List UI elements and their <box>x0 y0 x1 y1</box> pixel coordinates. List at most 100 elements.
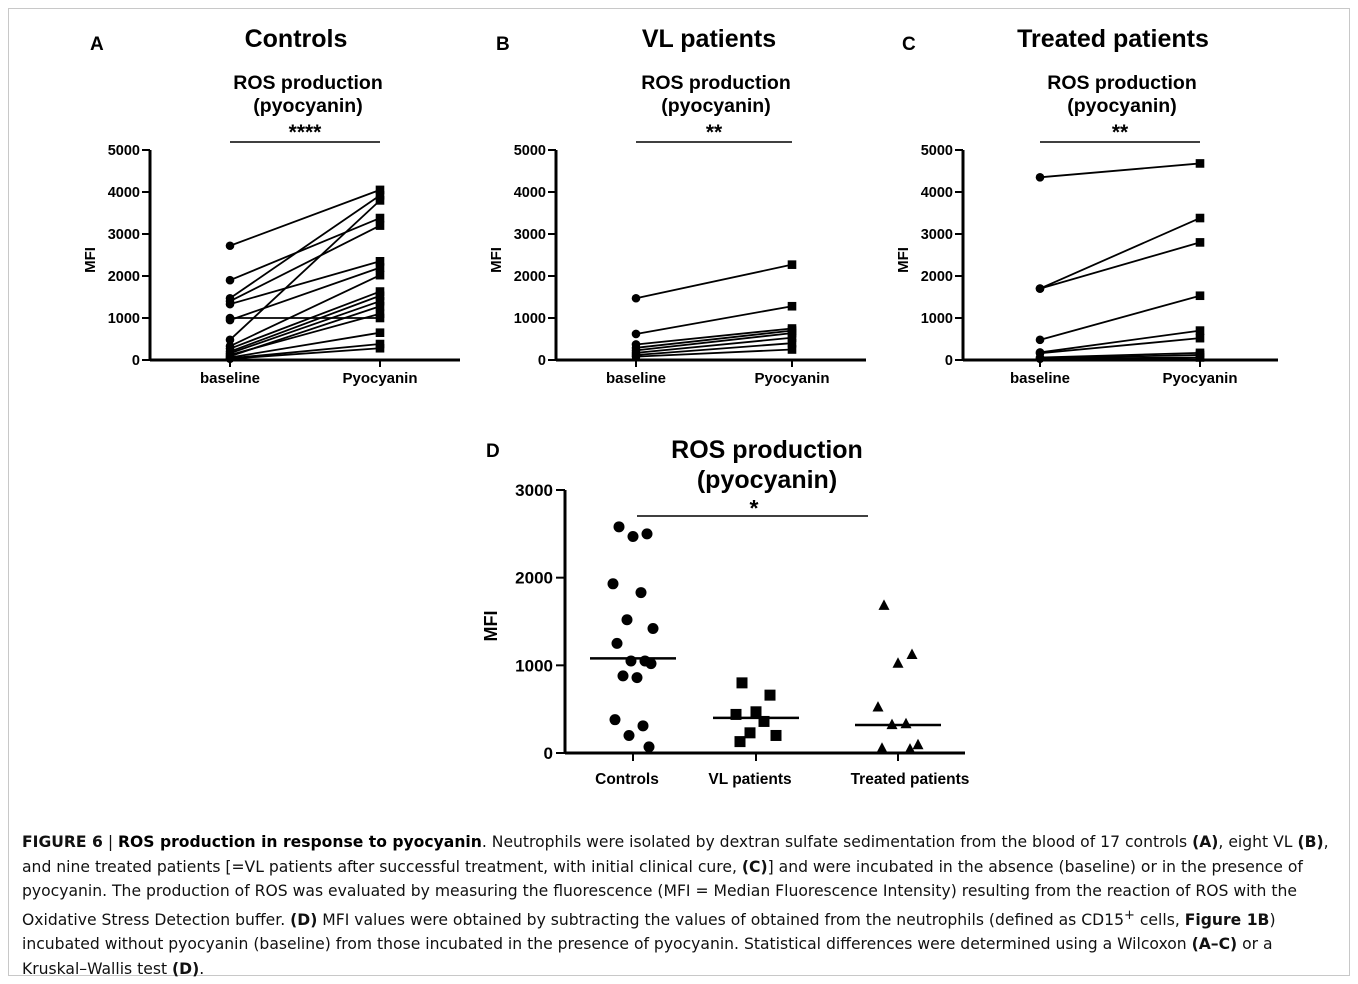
x-tick-label: baseline <box>1010 370 1070 387</box>
triangle-point <box>886 718 898 730</box>
y-tick-label: 5000 <box>921 143 953 159</box>
pyocyanin-point <box>787 345 797 354</box>
caption-segment: . <box>199 959 205 978</box>
panel-letter: C <box>902 34 916 55</box>
x-tick-label: Controls <box>595 771 659 788</box>
pyocyanin-point <box>787 260 797 269</box>
square-point <box>736 677 748 689</box>
significance-label: ** <box>706 121 723 144</box>
triangle-point <box>912 738 924 750</box>
paired-line <box>1039 241 1201 290</box>
panel-letter: D <box>486 441 500 462</box>
paired-line <box>229 305 381 358</box>
panel-c-chart: C Treated patients ROS production (pyocyani… <box>895 25 1278 387</box>
paired-line <box>229 199 381 341</box>
y-tick-label: 5000 <box>108 143 140 159</box>
circle-point <box>607 578 619 590</box>
pyocyanin-point <box>375 185 385 195</box>
circle-point <box>623 729 635 741</box>
caption-segment: , eight VL <box>1218 833 1298 851</box>
pyocyanin-point <box>1195 238 1205 247</box>
pyocyanin-point <box>787 333 797 343</box>
pyocyanin-point <box>1195 333 1205 343</box>
paired-line <box>635 332 793 352</box>
y-tick-label: 1000 <box>108 311 140 327</box>
x-tick-label: Pyocyanin <box>1162 370 1237 387</box>
x-tick-label: baseline <box>606 370 666 387</box>
square-point <box>730 708 742 720</box>
panel-a-chart: A Controls ROS production (pyocyanin) **** 0 1… <box>82 25 460 387</box>
paired-line <box>1039 337 1201 355</box>
paired-line <box>229 260 381 306</box>
y-tick-label: 2000 <box>921 269 953 285</box>
circle-point <box>635 587 647 599</box>
y-tick-label: 3000 <box>514 227 546 243</box>
paired-line <box>1039 217 1201 290</box>
caption-segment: Figure 1B <box>1184 910 1270 929</box>
circle-point <box>647 623 659 635</box>
pyocyanin-point <box>375 328 385 337</box>
figure-frame <box>8 8 1350 976</box>
pyocyanin-point <box>1195 353 1205 362</box>
chart-title: ROS production (pyocyanin) <box>1047 72 1197 117</box>
pyocyanin-point <box>375 257 385 266</box>
circle-point <box>627 530 639 542</box>
chart-title: ROS production (pyocyanin) <box>641 72 791 117</box>
circle-point <box>643 741 655 753</box>
pyocyanin-point <box>787 328 797 338</box>
paired-line <box>229 300 381 355</box>
baseline-point <box>1035 284 1045 293</box>
pyocyanin-point <box>375 213 385 223</box>
caption-segment: (A–C) <box>1191 935 1238 954</box>
paired-line <box>635 329 793 349</box>
square-point <box>758 715 770 727</box>
y-tick-label: 2000 <box>108 269 140 285</box>
paired-line <box>229 274 381 347</box>
baseline-point <box>631 293 641 303</box>
y-tick-label: 0 <box>132 353 140 369</box>
caption-separator: | <box>102 833 119 851</box>
circle-point <box>617 670 629 682</box>
square-point <box>770 729 782 741</box>
circle-point <box>631 672 643 684</box>
circle-point <box>625 655 637 667</box>
baseline-point <box>225 275 235 285</box>
caption-body: . Neutrophils were isolated by dextran s… <box>22 833 1329 978</box>
baseline-point <box>225 354 235 364</box>
pyocyanin-point <box>1195 159 1205 168</box>
chart-title: ROS production (pyocyanin) <box>233 72 383 117</box>
paired-line <box>635 305 793 335</box>
paired-line <box>635 327 793 346</box>
group-title: VL patients <box>642 25 776 53</box>
paired-line <box>1039 329 1201 354</box>
caption-segment: (C) <box>741 857 768 876</box>
y-tick-label: 0 <box>538 353 546 369</box>
panel-letter: A <box>90 34 104 55</box>
caption-segment: or a Kruskal–Wallis test <box>22 935 1273 978</box>
x-tick-label: Treated patients <box>851 771 970 788</box>
y-axis-label: MFI <box>481 611 501 642</box>
circle-point <box>645 658 657 670</box>
triangle-point <box>904 743 916 754</box>
y-tick-label: 2000 <box>514 269 546 285</box>
panel-letter: B <box>496 34 510 55</box>
caption-segment: . Neutrophils were isolated by dextran s… <box>481 833 1193 851</box>
triangle-point <box>892 657 904 668</box>
group-title: Controls <box>245 25 348 53</box>
caption-segment: (B) <box>1297 833 1324 851</box>
baseline-point <box>1035 335 1045 345</box>
significance-label: * <box>750 495 759 521</box>
triangle-point <box>872 701 884 712</box>
circle-point <box>609 714 621 726</box>
caption-figure-label: FIGURE 6 <box>22 833 103 851</box>
y-axis-label: MFI <box>895 247 912 273</box>
y-axis-label: MFI <box>82 247 99 273</box>
y-tick-label: 2000 <box>515 569 553 588</box>
y-tick-label: 0 <box>945 353 953 369</box>
circle-point <box>621 614 633 626</box>
paired-line <box>229 343 381 360</box>
x-tick-label: Pyocyanin <box>754 370 829 387</box>
y-tick-label: 1000 <box>515 656 553 675</box>
y-tick-label: 5000 <box>514 143 546 159</box>
square-point <box>734 736 746 748</box>
